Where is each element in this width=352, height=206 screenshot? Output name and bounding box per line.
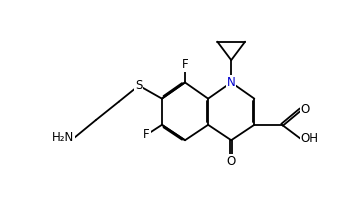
Text: O: O: [227, 155, 236, 168]
Text: OH: OH: [301, 132, 319, 145]
Text: S: S: [135, 79, 143, 92]
Text: H₂N: H₂N: [52, 131, 74, 144]
Text: F: F: [143, 128, 150, 141]
Text: N: N: [227, 76, 235, 89]
Text: O: O: [301, 103, 310, 116]
Text: F: F: [182, 58, 188, 71]
